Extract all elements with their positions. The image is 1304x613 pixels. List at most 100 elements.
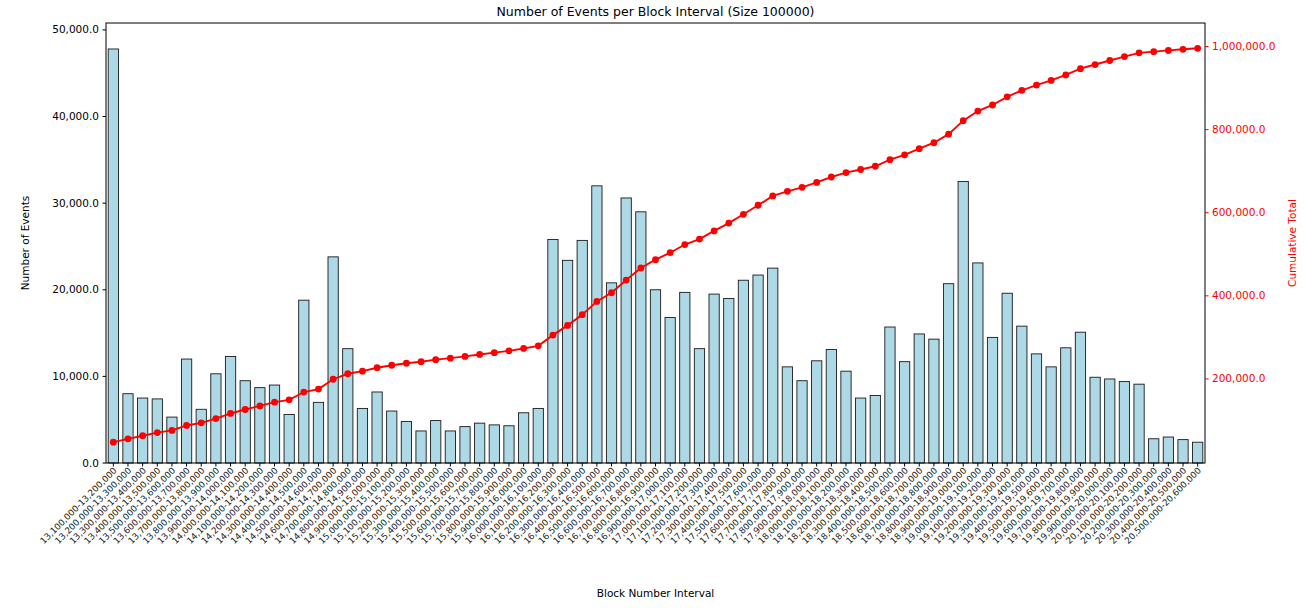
bar — [1105, 379, 1115, 463]
bar — [123, 394, 133, 463]
cumulative-point — [154, 429, 161, 436]
cumulative-point — [652, 256, 659, 263]
cumulative-point — [169, 427, 176, 434]
bar — [782, 367, 792, 463]
bar — [416, 431, 426, 463]
bar — [606, 283, 616, 463]
cumulative-point — [711, 228, 718, 235]
cumulative-point — [784, 188, 791, 195]
bar — [343, 349, 353, 463]
bar — [357, 408, 367, 463]
bar — [401, 421, 411, 463]
cumulative-point — [1018, 87, 1025, 94]
cumulative-point — [945, 131, 952, 138]
bar — [768, 268, 778, 463]
bar — [987, 337, 997, 463]
bar — [694, 349, 704, 463]
cumulative-point — [1136, 49, 1143, 56]
bar — [621, 198, 631, 463]
cumulative-point — [388, 362, 395, 369]
bar — [943, 284, 953, 463]
bar — [577, 240, 587, 463]
cumulative-point — [213, 415, 220, 422]
bar — [1017, 326, 1027, 463]
right-tick-label: 400,000.0 — [1212, 289, 1265, 301]
bar — [533, 408, 543, 463]
bar — [181, 359, 191, 463]
bar — [973, 263, 983, 463]
bar — [753, 275, 763, 463]
right-tick-label: 600,000.0 — [1212, 206, 1265, 218]
left-tick-label: 30,000.0 — [52, 197, 99, 209]
cumulative-point — [857, 166, 864, 173]
cumulative-point — [1004, 93, 1011, 100]
cumulative-point — [916, 145, 923, 152]
bar — [313, 402, 323, 463]
cumulative-point — [183, 422, 190, 429]
bar — [431, 421, 441, 463]
cumulative-point — [1092, 61, 1099, 68]
bar — [489, 425, 499, 463]
bar — [724, 298, 734, 463]
cumulative-point — [813, 179, 820, 186]
cumulative-point — [1077, 65, 1084, 72]
bar — [328, 257, 338, 463]
bar — [856, 398, 866, 463]
bar — [841, 371, 851, 463]
cumulative-point — [623, 277, 630, 284]
cumulative-point — [359, 368, 366, 375]
cumulative-point — [418, 358, 425, 365]
bar — [592, 186, 602, 463]
right-tick-label: 200,000.0 — [1212, 372, 1265, 384]
bar — [929, 339, 939, 463]
cumulative-point — [139, 432, 146, 439]
cumulative-point — [227, 410, 234, 417]
bar — [475, 423, 485, 463]
cumulative-point — [520, 345, 527, 352]
cumulative-point — [1165, 47, 1172, 54]
bar — [138, 398, 148, 463]
bar — [108, 49, 118, 463]
cumulative-point — [696, 236, 703, 243]
bar — [899, 362, 909, 463]
bar — [445, 431, 455, 463]
cumulative-point — [462, 353, 469, 360]
bar — [1178, 440, 1188, 463]
bar — [812, 361, 822, 463]
cumulative-point — [432, 356, 439, 363]
bar — [518, 413, 528, 463]
bar — [269, 385, 279, 463]
cumulative-point — [681, 241, 688, 248]
left-tick-label: 0.0 — [82, 457, 99, 469]
cumulative-point — [593, 298, 600, 305]
bar — [885, 327, 895, 463]
cumulative-point — [989, 102, 996, 109]
bar — [1061, 348, 1071, 463]
bar — [284, 415, 294, 464]
cumulative-point — [740, 211, 747, 218]
cumulative-point — [769, 193, 776, 200]
left-tick-label: 40,000.0 — [52, 110, 99, 122]
cumulative-point — [125, 435, 132, 442]
cumulative-point — [637, 265, 644, 272]
cumulative-point — [330, 376, 337, 383]
cumulative-point — [535, 342, 542, 349]
cumulative-point — [1150, 48, 1157, 55]
bar — [826, 350, 836, 463]
bar — [870, 395, 880, 463]
bar — [1193, 442, 1203, 463]
bar — [548, 240, 558, 463]
cumulative-point — [447, 355, 454, 362]
bar — [372, 392, 382, 463]
cumulative-point — [403, 360, 410, 367]
cumulative-point — [344, 370, 351, 377]
cumulative-point — [667, 249, 674, 256]
cumulative-point — [300, 389, 307, 396]
bar — [387, 411, 397, 463]
bar — [680, 292, 690, 463]
chart-plot-area: 0.010,000.020,000.030,000.040,000.050,00… — [0, 0, 1304, 613]
right-tick-label: 1,000,000.0 — [1212, 40, 1275, 52]
cumulative-point — [256, 403, 263, 410]
bar — [299, 300, 309, 463]
cumulative-point — [564, 322, 571, 329]
